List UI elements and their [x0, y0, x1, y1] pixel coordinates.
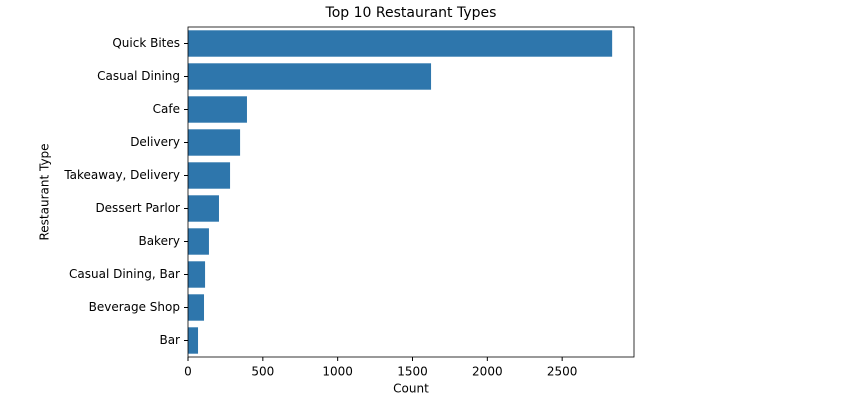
bar — [188, 162, 231, 189]
y-tick-label: Dessert Parlor — [95, 201, 180, 215]
bar — [188, 63, 432, 90]
x-axis-label: Count — [393, 382, 429, 396]
plot-frame — [187, 26, 635, 358]
bar — [188, 195, 219, 222]
y-tick-label: Cafe — [153, 102, 180, 116]
bar — [188, 30, 613, 57]
bar — [188, 96, 247, 123]
y-tick-label: Beverage Shop — [89, 300, 180, 314]
y-tick-label: Bakery — [138, 234, 180, 248]
bar — [188, 228, 209, 255]
x-tick-label: 1500 — [397, 365, 428, 379]
y-tick-label: Casual Dining — [97, 69, 180, 83]
x-tick-label: 2000 — [472, 365, 503, 379]
x-tick-label: 1000 — [322, 365, 353, 379]
y-axis-label: Restaurant Type — [38, 143, 52, 240]
y-tick-label: Quick Bites — [112, 36, 180, 50]
y-tick-label: Casual Dining, Bar — [69, 267, 180, 281]
y-tick-label: Bar — [159, 333, 180, 347]
x-tick-label: 0 — [184, 365, 192, 379]
x-tick-label: 2500 — [547, 365, 578, 379]
chart-title: Top 10 Restaurant Types — [325, 5, 497, 21]
y-tick-label: Takeaway, Delivery — [63, 168, 180, 182]
y-tick-label: Delivery — [130, 135, 180, 149]
x-tick-label: 500 — [251, 365, 274, 379]
bar — [188, 261, 206, 288]
bar — [188, 294, 205, 321]
bar — [188, 129, 241, 156]
bar — [188, 327, 199, 354]
